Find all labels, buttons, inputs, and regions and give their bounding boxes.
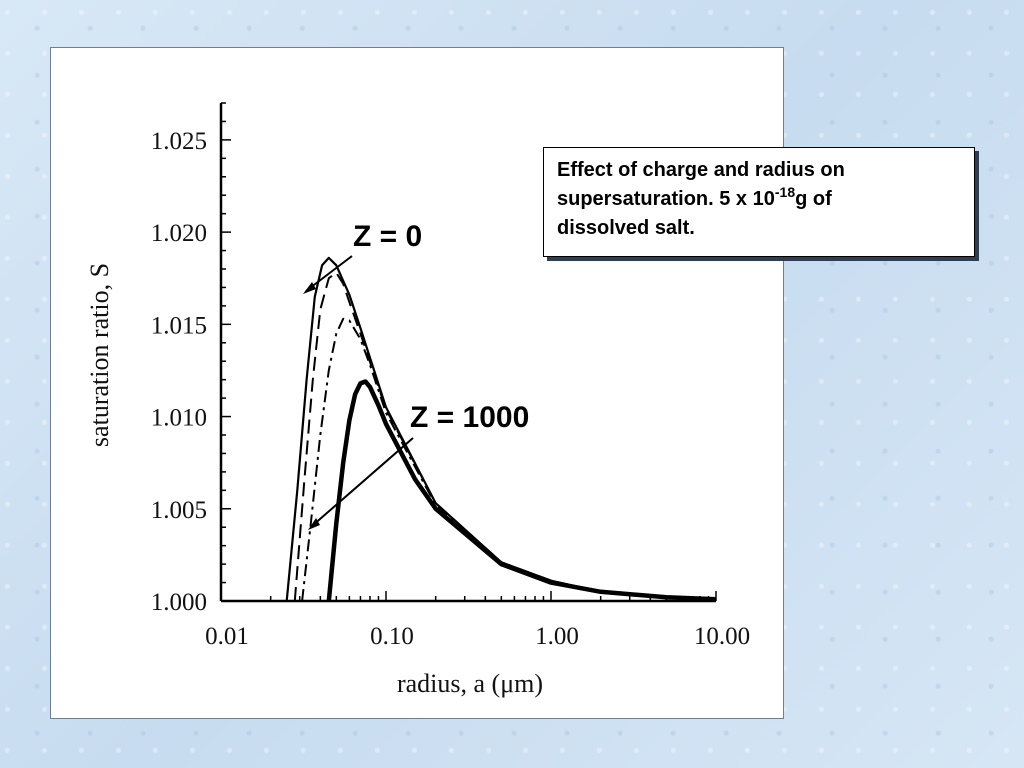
chart-tick-labels: 1.000 1.005 1.010 1.015 1.020 1.025 0.01 0.10 1.… bbox=[151, 128, 750, 650]
x-tick-label: 0.01 bbox=[205, 623, 249, 650]
y-tick-label: 1.005 bbox=[151, 497, 207, 524]
series-curve-2 bbox=[293, 271, 717, 602]
series-curve-4 bbox=[326, 379, 717, 602]
series-curve-3 bbox=[301, 317, 717, 602]
y-axis-title: saturation ratio, S bbox=[85, 263, 114, 447]
caption-line-2-prefix: supersaturation. 5 x 10 bbox=[557, 188, 775, 210]
y-tick-label: 1.000 bbox=[151, 589, 207, 616]
y-tick-label: 1.010 bbox=[151, 405, 207, 432]
z0-arrowhead bbox=[303, 282, 316, 294]
z0-label: Z = 0 bbox=[353, 220, 422, 253]
caption-line-2: supersaturation. 5 x 10-18g of bbox=[557, 185, 964, 214]
caption-exponent: -18 bbox=[774, 184, 796, 200]
chart-axes bbox=[219, 102, 717, 603]
chart-series bbox=[285, 256, 717, 602]
caption-line-1: Effect of charge and radius on bbox=[557, 159, 845, 181]
chart-annotations: Z = 0 Z = 1000 bbox=[303, 220, 529, 530]
x-tick-label: 1.00 bbox=[535, 623, 579, 650]
y-tick-label: 1.020 bbox=[151, 220, 207, 247]
caption-line-2-suffix: g of bbox=[795, 188, 832, 210]
x-tick-label: 0.10 bbox=[370, 623, 414, 650]
caption-line-3: dissolved salt. bbox=[557, 217, 695, 239]
z1000-arrow-line bbox=[311, 437, 414, 527]
y-tick-label: 1.025 bbox=[151, 128, 207, 155]
z1000-arrowhead bbox=[308, 518, 320, 530]
x-axis-title: radius, a (μm) bbox=[397, 669, 543, 698]
z1000-label: Z = 1000 bbox=[410, 401, 529, 434]
y-tick-label: 1.015 bbox=[151, 312, 207, 339]
x-tick-label: 10.00 bbox=[694, 623, 750, 650]
caption-box: Effect of charge and radius on supersatu… bbox=[543, 147, 975, 257]
